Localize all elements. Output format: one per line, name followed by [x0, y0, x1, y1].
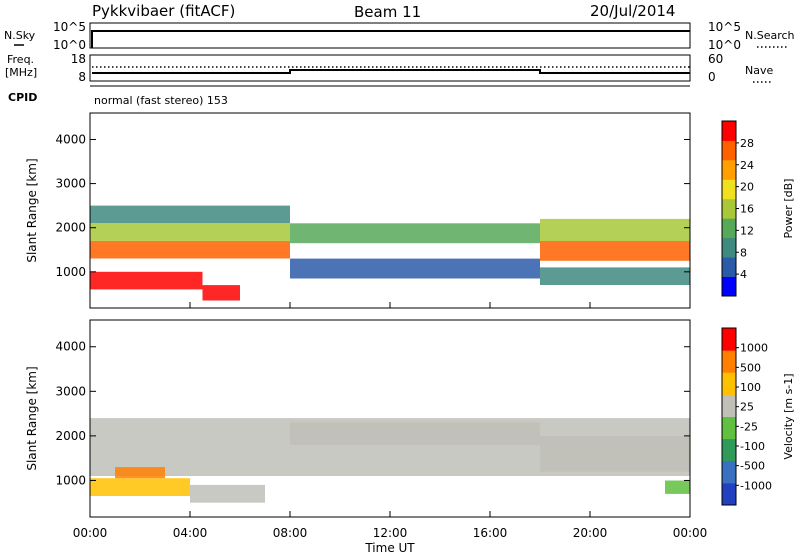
- freq-trace: [92, 69, 690, 74]
- power-colorbar: 28 24 20 16 12 8 4 Power [dB]: [721, 120, 795, 297]
- x-axis-ticks: 00:00 04:00 08:00 12:00 16:00 20:00 00:00: [73, 526, 708, 540]
- power-colorbar-segment: [722, 218, 736, 239]
- velocity-panel: 1000 2000 3000 4000 Slant Range [km]: [25, 319, 691, 518]
- velocity-colorbar-label: 500: [740, 361, 761, 374]
- velocity-colorbar: 1000 500 100 25 -25 -100 -500 -1000 Velocity [m …: [721, 327, 795, 506]
- power-ytick-label: 4000: [55, 132, 86, 146]
- nsky-panel: [89, 22, 691, 49]
- x-tick-label: 12:00: [373, 526, 408, 540]
- power-band: [290, 223, 540, 244]
- nsky-tick-bottom: 10^0: [53, 38, 86, 52]
- freq-panel: [89, 54, 691, 82]
- x-axis-label: Time UT: [364, 541, 415, 554]
- power-band: [202, 285, 240, 301]
- power-ytick-label: 2000: [55, 221, 86, 235]
- cpid-text: normal (fast stereo) 153: [94, 94, 228, 107]
- velocity-ytick-label: 1000: [55, 473, 86, 487]
- velocity-colorbar-segment: [722, 394, 736, 417]
- velocity-ytick-label: 3000: [55, 384, 86, 398]
- velocity-band: [115, 467, 165, 479]
- power-colorbar-segment: [722, 198, 736, 219]
- velocity-band: [290, 422, 540, 445]
- power-ytick-label: 1000: [55, 265, 86, 279]
- nsky-label: N.Sky: [4, 29, 36, 42]
- power-colorbar-label: 16: [740, 203, 754, 216]
- x-tick-label: 00:00: [673, 526, 708, 540]
- power-colorbar-label: 28: [740, 137, 754, 150]
- velocity-ytick-label: 2000: [55, 429, 86, 443]
- velocity-colorbar-label: -500: [740, 460, 765, 473]
- velocity-band: [190, 484, 265, 503]
- power-colorbar-segment: [722, 121, 736, 141]
- power-band: [90, 205, 290, 224]
- power-colorbar-label: 24: [740, 159, 754, 172]
- power-colorbar-segment: [722, 276, 736, 297]
- velocity-ylabel: Slant Range [km]: [25, 366, 39, 470]
- power-band: [90, 240, 290, 259]
- power-band: [90, 271, 203, 290]
- velocity-colorbar-segment: [722, 416, 736, 440]
- power-colorbar-segment: [722, 179, 736, 200]
- velocity-colorbar-segment: [722, 372, 736, 395]
- x-tick-label: 04:00: [173, 526, 208, 540]
- nsearch-tick-bottom: 10^0: [708, 38, 741, 52]
- nave-tick-bottom: 0: [708, 70, 716, 84]
- freq-tick-top: 18: [71, 52, 86, 66]
- freq-label-2: [MHz]: [5, 66, 37, 79]
- velocity-colorbar-segment: [722, 350, 736, 373]
- velocity-colorbar-frame: [721, 327, 737, 506]
- power-colorbar-segment: [722, 140, 736, 161]
- power-band: [540, 267, 690, 285]
- velocity-colorbar-label: -1000: [740, 479, 772, 492]
- power-colorbar-segment: [722, 257, 736, 277]
- x-tick-label: 16:00: [473, 526, 508, 540]
- velocity-colorbar-label: -25: [740, 420, 758, 433]
- velocity-band: [665, 480, 690, 494]
- nsky-tick-top: 10^5: [53, 20, 86, 34]
- velocity-colorbar-label: -100: [740, 440, 765, 453]
- power-colorbar-segment: [722, 237, 736, 258]
- velocity-colorbar-segment: [722, 482, 736, 506]
- power-colorbar-segment: [722, 159, 736, 180]
- power-colorbar-label: 8: [740, 246, 747, 259]
- velocity-colorbar-label: 25: [740, 401, 754, 414]
- velocity-colorbar-label: 1000: [740, 342, 768, 355]
- beam-title: Beam 11: [354, 3, 421, 21]
- cpid-label: CPID: [8, 91, 37, 104]
- power-colorbar-label: 4: [740, 268, 747, 281]
- nsearch-label: N.Search: [745, 29, 795, 42]
- power-band: [90, 223, 290, 241]
- velocity-colorbar-segment: [722, 328, 736, 351]
- nsearch-tick-top: 10^5: [708, 20, 741, 34]
- power-band: [540, 240, 690, 261]
- freq-tick-bottom: 8: [78, 70, 86, 84]
- power-colorbar-label: 12: [740, 224, 754, 237]
- power-ylabel: Slant Range [km]: [25, 158, 39, 262]
- date-title: 20/Jul/2014: [590, 2, 675, 20]
- velocity-colorbar-title: Velocity [m s-1]: [782, 373, 795, 459]
- x-tick-label: 20:00: [573, 526, 608, 540]
- velocity-colorbar-label: 100: [740, 381, 761, 394]
- x-tick-label: 00:00: [73, 526, 108, 540]
- power-band: [540, 218, 690, 241]
- nsky-trace: [91, 30, 690, 48]
- velocity-colorbar-segment: [722, 460, 736, 484]
- nave-tick-top: 60: [708, 52, 723, 66]
- power-panel: 1000 2000 3000 4000 Slant Range [km]: [25, 112, 691, 309]
- freq-label-1: Freq.: [7, 53, 34, 66]
- power-band: [290, 258, 540, 279]
- velocity-band: [540, 435, 690, 472]
- velocity-ytick-label: 4000: [55, 340, 86, 354]
- velocity-band: [90, 478, 190, 496]
- power-ytick-label: 3000: [55, 177, 86, 191]
- nave-label: Nave: [745, 64, 773, 77]
- radar-title: Pykkvibaer (fitACF): [92, 2, 235, 20]
- power-colorbar-title: Power [dB]: [782, 179, 795, 239]
- x-tick-label: 08:00: [273, 526, 308, 540]
- power-colorbar-label: 20: [740, 181, 754, 194]
- velocity-colorbar-segment: [722, 438, 736, 462]
